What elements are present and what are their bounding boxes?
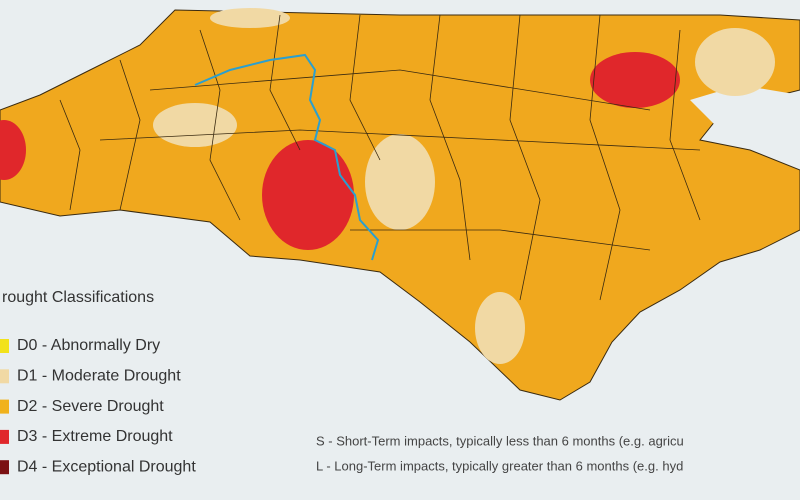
- legend-label: D0 - Abnormally Dry: [17, 337, 160, 354]
- note: L - Long-Term impacts, typically greater…: [316, 458, 683, 473]
- legend-label: D2 - Severe Drought: [17, 398, 164, 415]
- legend-swatch: [0, 399, 9, 414]
- note: S - Short-Term impacts, typically less t…: [316, 433, 684, 448]
- sound-water: [690, 85, 800, 150]
- d3-areas: [0, 52, 680, 250]
- legend-label: D3 - Extreme Drought: [17, 428, 173, 445]
- d1-area: [210, 8, 290, 28]
- d1-area: [475, 292, 525, 364]
- legend-label: D1 - Moderate Drought: [17, 368, 181, 385]
- legend-swatch: [0, 369, 9, 384]
- d3-area: [0, 120, 26, 180]
- d1-area: [695, 28, 775, 96]
- d1-area: [365, 134, 435, 230]
- county-lines: [59, 14, 701, 301]
- legend-swatch: [0, 460, 9, 475]
- legend-swatch: [0, 339, 9, 353]
- legend-swatch: [0, 429, 9, 444]
- river: [194, 53, 380, 261]
- d1-area: [153, 103, 237, 147]
- legend-label: D4 - Exceptional Drought: [17, 458, 196, 475]
- d3-area: [590, 52, 680, 108]
- d3-area: [262, 140, 354, 250]
- legend: D0 - Abnormally Dry D1 - Moderate Drought…: [0, 337, 196, 475]
- legend-title: rought Classifications: [2, 289, 154, 306]
